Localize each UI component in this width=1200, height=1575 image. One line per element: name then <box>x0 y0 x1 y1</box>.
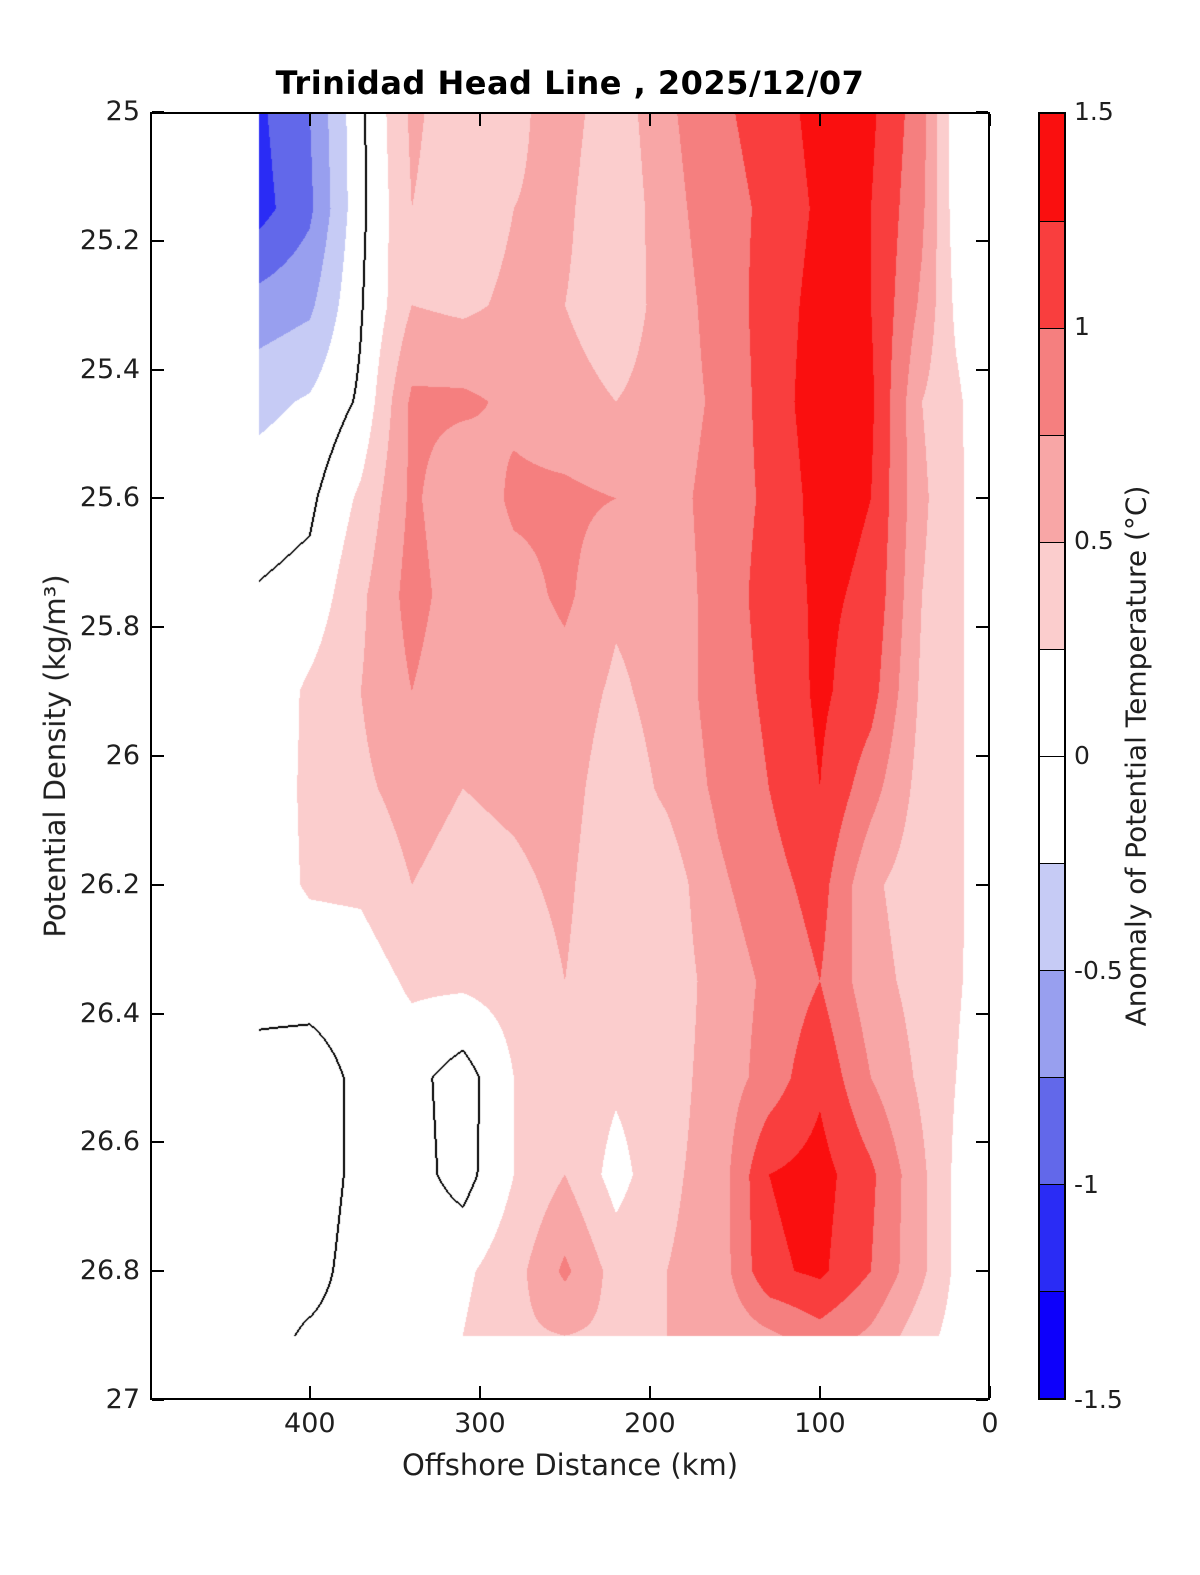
colorbar-band <box>1040 1184 1064 1292</box>
y-tick-right <box>976 1141 988 1144</box>
colorbar-band <box>1040 756 1064 864</box>
colorbar-band-divider <box>1040 1184 1064 1185</box>
y-tick-left <box>152 1012 164 1015</box>
colorbar-band <box>1040 970 1064 1078</box>
colorbar-band-divider <box>1040 1291 1064 1292</box>
colorbar-band <box>1040 114 1064 222</box>
y-tick-left <box>152 497 164 500</box>
colorbar-band-divider <box>1040 970 1064 971</box>
colorbar-band-divider <box>1040 756 1064 757</box>
y-tick-right <box>976 239 988 242</box>
colorbar-tick-label: -1 <box>1074 1170 1099 1200</box>
y-tick-left <box>152 883 164 886</box>
colorbar-tick-label: 1.5 <box>1074 97 1114 126</box>
colorbar-band-divider <box>1040 435 1064 436</box>
colorbar-band <box>1040 863 1064 971</box>
x-tick-top <box>478 114 481 126</box>
y-tick-right <box>976 111 988 113</box>
y-tick-label: 27 <box>105 1384 140 1415</box>
x-tick-bottom <box>818 1386 821 1398</box>
y-tick-right <box>976 497 988 500</box>
y-tick-left <box>152 1270 164 1273</box>
colorbar-tick-label: 0.5 <box>1074 526 1114 556</box>
x-axis-label: Offshore Distance (km) <box>401 1448 739 1482</box>
y-tick-left <box>152 1399 164 1401</box>
x-tick-top <box>308 114 311 126</box>
colorbar-band <box>1040 1291 1064 1398</box>
colorbar-band-divider <box>1040 863 1064 864</box>
x-tick-label: 200 <box>624 1408 676 1439</box>
y-tick-right <box>976 1270 988 1273</box>
plot-border <box>150 112 990 1400</box>
colorbar-band-divider <box>1040 221 1064 222</box>
y-tick-right <box>976 368 988 371</box>
y-tick-label: 25 <box>105 96 140 127</box>
x-tick-bottom <box>308 1386 311 1398</box>
y-tick-label: 26 <box>105 740 140 771</box>
y-tick-left <box>152 368 164 371</box>
y-tick-right <box>976 1012 988 1015</box>
y-tick-right <box>976 883 988 886</box>
contour-field-canvas <box>150 112 990 1400</box>
colorbar <box>1038 112 1066 1400</box>
colorbar-band <box>1040 221 1064 329</box>
y-tick-right <box>976 626 988 629</box>
y-tick-right <box>976 755 988 757</box>
y-tick-label: 25.4 <box>79 353 140 385</box>
x-tick-bottom <box>648 1386 651 1398</box>
colorbar-band <box>1040 435 1064 543</box>
y-tick-label: 25.6 <box>79 482 140 514</box>
colorbar-band-divider <box>1040 649 1064 650</box>
y-tick-right <box>976 1399 988 1401</box>
colorbar-band-divider <box>1040 1077 1064 1078</box>
x-tick-label: 0 <box>981 1408 999 1439</box>
x-tick-bottom <box>989 1386 991 1398</box>
x-tick-top <box>818 114 821 126</box>
y-tick-label: 25.2 <box>79 224 140 256</box>
x-tick-label: 300 <box>454 1408 506 1439</box>
y-tick-left <box>152 626 164 629</box>
x-tick-label: 100 <box>794 1408 846 1439</box>
y-tick-label: 26.6 <box>79 1126 140 1158</box>
y-tick-left <box>152 755 164 757</box>
colorbar-tick-label: 1 <box>1074 311 1090 341</box>
y-tick-label: 26.8 <box>79 1255 140 1287</box>
y-tick-label: 25.8 <box>79 611 140 643</box>
y-axis-label: Potential Density (kg/m³) <box>38 574 72 938</box>
y-tick-left <box>152 111 164 113</box>
colorbar-band <box>1040 542 1064 650</box>
colorbar-label: Anomaly of Potential Temperature (°C) <box>1119 485 1153 1027</box>
colorbar-tick-label: -1.5 <box>1074 1385 1123 1414</box>
chart-title: Trinidad Head Line , 2025/12/07 <box>275 64 865 102</box>
colorbar-band-divider <box>1040 542 1064 543</box>
x-tick-bottom <box>478 1386 481 1398</box>
colorbar-tick-label: 0 <box>1074 741 1090 770</box>
colorbar-band <box>1040 649 1064 757</box>
x-tick-top <box>989 114 991 126</box>
x-tick-label: 400 <box>284 1408 336 1439</box>
colorbar-band <box>1040 1077 1064 1185</box>
y-tick-label: 26.2 <box>79 868 140 900</box>
y-tick-left <box>152 239 164 242</box>
colorbar-band <box>1040 328 1064 436</box>
colorbar-band-divider <box>1040 328 1064 329</box>
y-tick-left <box>152 1141 164 1144</box>
y-tick-label: 26.4 <box>79 997 140 1029</box>
x-tick-top <box>648 114 651 126</box>
colorbar-tick-label: -0.5 <box>1074 955 1123 985</box>
